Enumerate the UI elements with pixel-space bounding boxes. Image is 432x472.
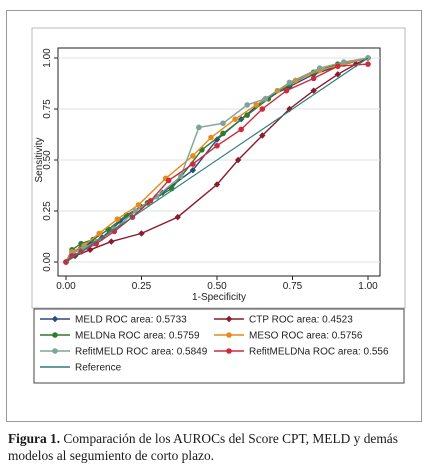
legend-label: CTP ROC area: 0.4523 <box>249 315 353 326</box>
legend-label: Reference <box>75 363 122 374</box>
data-point <box>365 61 371 67</box>
legend-swatch-marker <box>52 332 58 338</box>
axes: 0.000.00 0.25 0.25 0.50 0.50 0.75 0.75 1.00 1.00 <box>42 48 378 292</box>
data-point <box>244 102 250 108</box>
data-point <box>96 230 103 237</box>
plot-background <box>31 27 406 309</box>
data-point <box>114 216 121 222</box>
data-point <box>334 71 341 78</box>
data-point <box>262 96 269 102</box>
data-point <box>234 156 242 164</box>
legend-label: MELDNa ROC area: 0.5759 <box>75 331 200 342</box>
data-point <box>244 112 250 118</box>
data-point <box>177 173 184 180</box>
legend-swatch-marker <box>226 332 232 338</box>
y-tick-label: 0.50 <box>42 150 53 170</box>
x-tick-label: 0.50 <box>207 281 227 292</box>
data-point <box>108 238 115 245</box>
data-point <box>196 124 202 131</box>
legend-swatch-marker <box>225 315 233 323</box>
gridlines <box>58 57 380 263</box>
y-axis-label: Sensitivity <box>34 137 45 182</box>
data-point <box>213 181 221 188</box>
y-tick-label: 1.00 <box>42 48 53 68</box>
data-point <box>310 87 317 94</box>
data-point <box>174 213 181 221</box>
legend-label: MESO ROC area: 0.5756 <box>249 331 363 342</box>
legend-swatch-marker <box>51 315 59 323</box>
data-point <box>220 120 226 127</box>
caption-text: Comparación de los AUROCs del Score CPT,… <box>8 431 398 463</box>
data-point <box>238 126 244 133</box>
legend-swatch-marker <box>52 348 58 354</box>
data-point <box>214 142 220 149</box>
series-6 <box>65 57 369 263</box>
legend-swatch-marker <box>226 348 232 354</box>
y-tick-label: 0.25 <box>42 201 53 221</box>
data-point <box>335 63 341 69</box>
caption-label: Figura 1. <box>8 431 61 446</box>
data-point <box>316 65 323 71</box>
data-point <box>341 59 347 65</box>
data-point <box>310 75 317 82</box>
series-group <box>62 54 372 266</box>
legend-item-0: MELD ROC area: 0.5733 <box>40 315 187 326</box>
data-point <box>189 167 197 174</box>
data-point <box>208 134 214 141</box>
x-tick-label: 0.00 <box>56 281 76 292</box>
legend-item-4: RefitMELD ROC area: 0.5849 <box>40 347 208 358</box>
data-point <box>253 102 260 108</box>
series-line-6 <box>65 57 369 263</box>
series-line-1 <box>65 57 369 263</box>
data-point <box>165 177 172 184</box>
data-point <box>190 161 196 167</box>
data-point <box>220 130 226 137</box>
series-line-3 <box>65 57 369 263</box>
data-point <box>232 116 238 122</box>
data-point <box>190 153 196 159</box>
legend-label: RefitMELD ROC area: 0.5849 <box>75 347 208 358</box>
legend-box <box>33 308 405 384</box>
y-tick-label: 0.00 <box>42 252 53 272</box>
legend: MELD ROC area: 0.5733 CTP ROC area: 0.452… <box>33 308 405 384</box>
data-point <box>283 87 290 94</box>
legend-label: RefitMELDNa ROC area: 0.556 <box>249 347 389 358</box>
data-point <box>147 198 154 204</box>
x-tick-label: 0.75 <box>283 281 303 292</box>
data-point <box>213 136 221 143</box>
legend-item-1: CTP ROC area: 0.4523 <box>214 315 353 326</box>
x-tick-label: 0.25 <box>132 281 152 292</box>
data-point <box>138 230 145 237</box>
roc-chart: 0.000.00 0.25 0.25 0.50 0.50 0.75 0.75 1.00 1.00… <box>31 27 406 384</box>
legend-label: MELD ROC area: 0.5733 <box>75 315 187 326</box>
figure-caption: Figura 1. Comparación de los AUROCs del … <box>8 430 424 464</box>
data-point <box>286 79 293 86</box>
series-line-5 <box>65 63 369 263</box>
y-tick-label: 0.75 <box>42 99 53 119</box>
legend-item-3: MESO ROC area: 0.5756 <box>214 331 363 342</box>
legend-item-6: Reference <box>40 363 122 374</box>
legend-item-5: RefitMELDNa ROC area: 0.556 <box>214 347 389 358</box>
x-tick-label: 1.00 <box>358 281 378 292</box>
data-point <box>259 132 266 139</box>
data-point <box>135 202 142 208</box>
series-line-4 <box>65 57 369 263</box>
data-point <box>259 106 266 112</box>
legend-item-2: MELDNa ROC area: 0.5759 <box>40 331 200 342</box>
x-axis-label: 1-Specificity <box>192 292 246 303</box>
